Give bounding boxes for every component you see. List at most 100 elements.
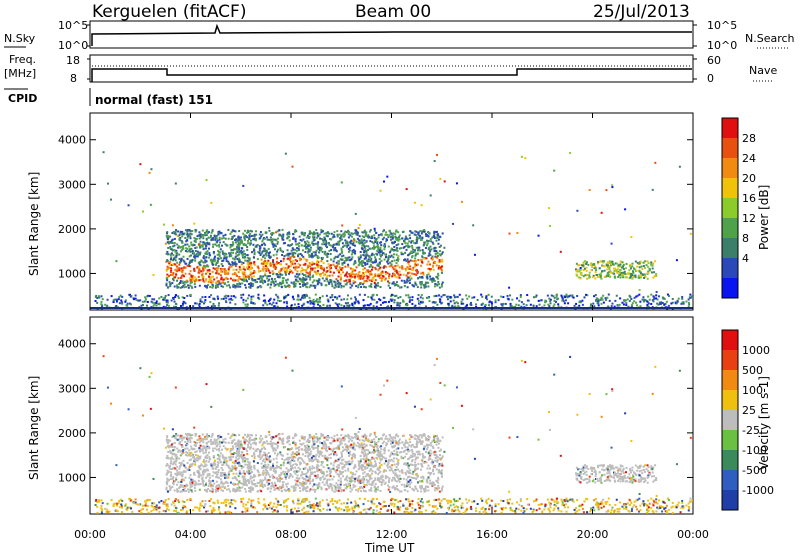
data-cell <box>374 273 377 276</box>
data-cell <box>347 250 350 253</box>
data-cell <box>340 234 343 237</box>
data-cell <box>292 266 295 269</box>
data-cell <box>322 241 325 244</box>
data-cell <box>607 271 610 274</box>
data-cell <box>334 284 337 287</box>
data-cell <box>237 271 240 274</box>
data-cell <box>300 473 303 476</box>
data-cell <box>191 250 194 253</box>
data-cell <box>453 296 456 299</box>
data-cell <box>428 252 431 255</box>
data-cell <box>290 270 293 273</box>
data-cell <box>204 247 207 250</box>
data-cell <box>273 248 276 251</box>
data-cell <box>330 244 333 247</box>
data-cell <box>213 278 216 281</box>
data-cell <box>264 302 267 305</box>
data-cell <box>247 278 250 281</box>
data-cell <box>347 263 350 266</box>
data-cell <box>215 284 218 287</box>
data-cell <box>327 263 330 266</box>
data-cell <box>266 481 269 484</box>
data-cell <box>124 299 127 302</box>
data-cell <box>433 230 436 233</box>
data-cell <box>231 262 234 265</box>
data-cell <box>175 273 178 276</box>
data-cell <box>205 265 208 268</box>
data-cell <box>222 278 225 281</box>
data-cell <box>264 248 267 251</box>
data-cell <box>585 274 588 277</box>
data-cell <box>297 266 300 269</box>
data-cell <box>101 304 104 307</box>
data-cell <box>338 240 341 243</box>
data-cell <box>165 269 168 272</box>
data-cell <box>248 268 251 271</box>
data-cell <box>201 243 204 246</box>
data-cell <box>288 231 291 234</box>
data-cell <box>231 236 234 239</box>
y-tick-label: 1000 <box>58 267 86 280</box>
data-cell <box>188 284 191 287</box>
data-cell <box>204 242 207 245</box>
data-cell <box>243 252 246 255</box>
data-cell <box>384 233 387 236</box>
data-cell <box>367 234 370 237</box>
data-cell <box>410 231 413 234</box>
data-cell <box>332 260 335 263</box>
data-cell <box>594 265 597 268</box>
data-cell <box>348 272 351 275</box>
data-cell <box>427 489 430 492</box>
data-cell <box>221 264 224 267</box>
data-cell <box>244 259 247 262</box>
data-cell <box>652 276 655 279</box>
data-cell <box>219 445 222 448</box>
data-cell <box>207 440 210 443</box>
data-cell <box>417 248 420 251</box>
data-cell <box>379 266 382 269</box>
data-cell <box>500 295 503 298</box>
data-cell <box>206 229 209 232</box>
data-cell <box>247 263 250 266</box>
data-cell <box>377 263 380 266</box>
data-cell <box>264 264 267 267</box>
data-cell <box>292 470 295 473</box>
data-cell <box>184 249 187 252</box>
data-cell <box>405 303 408 306</box>
data-cell <box>120 299 123 302</box>
data-cell <box>218 243 221 246</box>
data-cell <box>642 261 645 264</box>
data-cell <box>350 272 353 275</box>
data-cell <box>321 271 324 274</box>
data-cell <box>172 259 175 262</box>
data-cell <box>216 457 219 460</box>
data-cell <box>379 253 382 256</box>
data-cell <box>215 280 218 283</box>
data-cell <box>212 441 215 444</box>
data-cell <box>204 299 207 302</box>
data-cell <box>439 259 442 262</box>
data-cell <box>338 243 341 246</box>
data-cell <box>171 252 174 255</box>
data-cell <box>407 254 410 257</box>
freq-line <box>91 68 692 82</box>
data-cell <box>466 297 469 300</box>
data-cell <box>387 277 390 280</box>
data-cell <box>632 271 635 274</box>
data-cell <box>431 277 434 280</box>
data-cell <box>480 303 483 306</box>
data-cell <box>413 453 416 456</box>
data-cell <box>392 268 395 271</box>
data-cell <box>327 300 330 303</box>
data-cell <box>190 247 193 250</box>
data-cell <box>381 476 384 479</box>
data-cell <box>419 249 422 252</box>
data-cell <box>437 481 440 484</box>
data-cell <box>240 252 243 255</box>
data-cell <box>241 251 244 254</box>
data-cell <box>325 294 328 297</box>
data-cell <box>354 473 357 476</box>
data-cell <box>286 249 289 252</box>
data-cell <box>415 252 418 255</box>
data-cell <box>518 299 521 302</box>
